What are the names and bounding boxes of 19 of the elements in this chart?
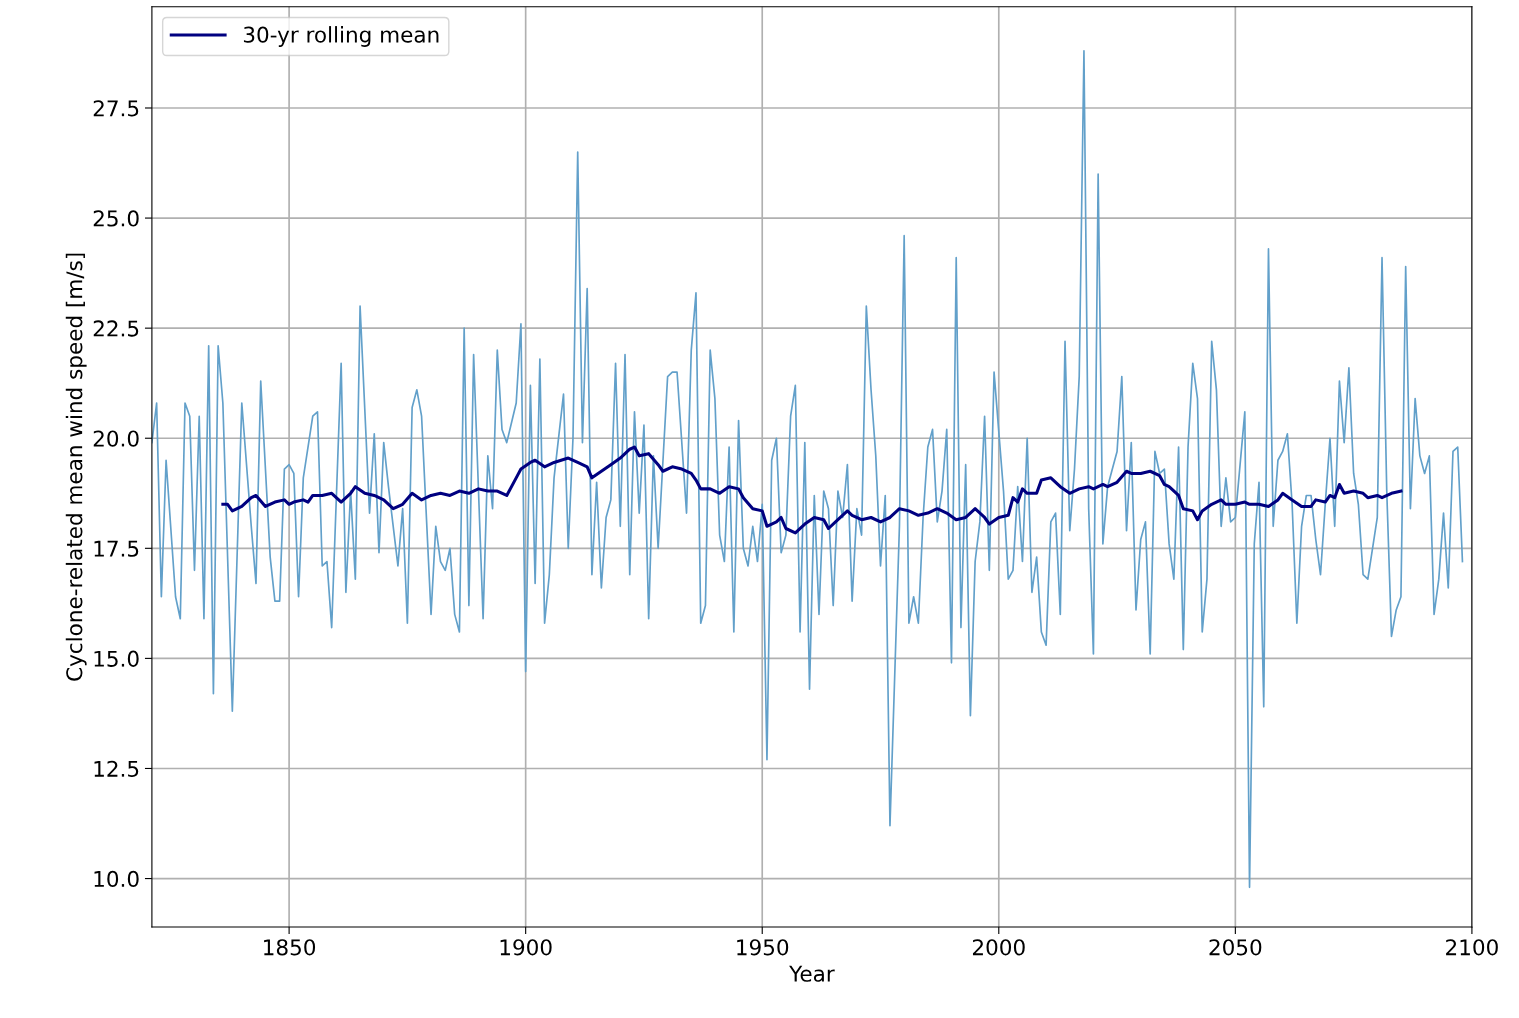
y-tick-label: 10.0 (94, 870, 139, 888)
y-axis-title: Cyclone-related mean wind speed [m/s] (65, 253, 87, 681)
line-series (221, 445, 1403, 535)
y-tick-label: 15.0 (94, 650, 139, 667)
y-tick-label: 25.0 (93, 210, 139, 227)
y-tick-label: 17.5 (94, 540, 139, 557)
y-tick-label: 20.0 (93, 430, 139, 447)
x-tick-label: 2000 (972, 939, 1025, 956)
x-tick-label: 1850 (264, 939, 316, 956)
y-tick-label: 12.5 (94, 760, 139, 777)
x-tick-label: 2100 (1446, 939, 1498, 956)
x-tick-label: 1900 (500, 939, 552, 956)
x-tick-label: 2050 (1209, 939, 1262, 956)
line-series (151, 49, 1464, 889)
y-tick-label: 27.5 (93, 100, 139, 117)
y-tick-label: 22.5 (93, 320, 139, 337)
x-tick-label: 1950 (737, 939, 789, 956)
x-axis-title: Year (789, 965, 835, 982)
legend-label: 30-yr rolling mean (243, 26, 439, 47)
